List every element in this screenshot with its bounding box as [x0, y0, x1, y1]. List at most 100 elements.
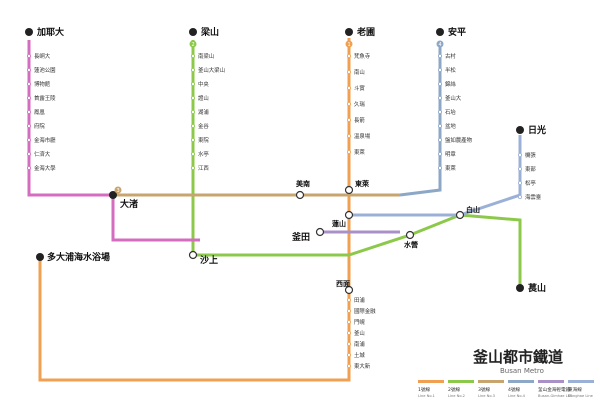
line2-station-label: 湖浦	[198, 108, 209, 116]
gimhae-station-label: 金海大學	[34, 164, 56, 172]
line4-station-dot[interactable]	[437, 124, 442, 129]
station-minam[interactable]: 美南	[295, 179, 310, 200]
gimhae-station-label: 蓮池公園	[34, 66, 56, 74]
line2-station-dot[interactable]	[190, 96, 195, 101]
line1-station-dot[interactable]	[346, 102, 351, 107]
line1-station-dot[interactable]	[346, 118, 351, 123]
line4-station-dot[interactable]	[437, 68, 442, 73]
terminal-dadaepo[interactable]: 多大浦海水浴場	[36, 251, 110, 263]
station-seomyeon[interactable]: 西面	[336, 280, 354, 295]
terminal-nopo[interactable]: 老圃	[345, 26, 375, 38]
svg-text:2: 2	[192, 42, 195, 48]
gimhae-station-dot[interactable]	[26, 82, 31, 87]
terminal-anpyeong[interactable]: 安平	[436, 26, 466, 38]
terminal-iljwang[interactable]: 日光	[516, 124, 546, 136]
line4-station-dot[interactable]	[437, 151, 442, 156]
line1-station-dot[interactable]	[346, 297, 351, 302]
line1-station-dot[interactable]	[346, 86, 351, 91]
station-busan[interactable]: 釜田	[291, 227, 325, 244]
station-sasang[interactable]: 沙上	[188, 250, 219, 267]
legend-label: 1號線	[418, 386, 431, 393]
terminal-jangsan-label: 萇山	[528, 282, 546, 294]
terminal-jangsan[interactable]: 萇山	[516, 282, 546, 294]
line2-station-dot[interactable]	[190, 82, 195, 87]
line1-station-dot[interactable]	[346, 363, 351, 368]
gimhae-station-dot[interactable]	[26, 151, 31, 156]
line4-station-label: 盤如農產物	[445, 136, 473, 144]
donghae-station-dot[interactable]	[518, 152, 523, 157]
line4-station-dot[interactable]	[437, 96, 442, 101]
donghae-station-dot[interactable]	[518, 194, 523, 199]
station-baeksan[interactable]: 白山	[455, 205, 481, 220]
line2-station-label: 金谷	[198, 122, 209, 130]
line2-station-label: 東院	[198, 136, 209, 144]
terminal-iljwang-label: 日光	[528, 124, 546, 136]
line1-station-dot[interactable]	[346, 149, 351, 154]
terminal-yangsan[interactable]: 梁山	[189, 26, 219, 38]
line4-station-label: 明章	[445, 150, 456, 158]
line1-station-label: 東大新	[354, 362, 371, 370]
line2-station-dot[interactable]	[190, 151, 195, 156]
line4-station-dot[interactable]	[437, 54, 442, 59]
line1-station-dot[interactable]	[346, 308, 351, 313]
gimhae-station-label: 鳳凰	[34, 109, 45, 116]
legend-swatch	[508, 380, 534, 383]
line2-station-dot[interactable]	[190, 137, 195, 142]
line1-station-label: 門峴	[354, 318, 365, 326]
gimhae-station-dot[interactable]	[26, 110, 31, 115]
line1-station-label: 南山	[354, 68, 365, 76]
line4-station-dot[interactable]	[437, 137, 442, 142]
legend-label-en: Busan-Gimhae LRT	[538, 394, 573, 398]
terminal-daejeo-label: 大渚	[120, 198, 138, 210]
donghae-station-dot[interactable]	[518, 180, 523, 185]
gimhae-station-label: 金海市廳	[34, 136, 56, 144]
station-dongnae[interactable]: 東萊	[344, 179, 370, 195]
line1-station-dot[interactable]	[346, 54, 351, 59]
line4-station-label: 半松	[445, 66, 456, 74]
gimhae-station-dot[interactable]	[26, 165, 31, 170]
legend-label-en: Donghae Line	[568, 394, 594, 398]
station-yeonsan[interactable]: 蓮山	[332, 210, 354, 229]
line4-station-dot[interactable]	[437, 82, 442, 87]
donghae-station-dot[interactable]	[518, 166, 523, 171]
line2-station-dot[interactable]	[190, 124, 195, 129]
gimhae-station-label: 博物館	[34, 80, 50, 88]
svg-text:3: 3	[117, 188, 120, 194]
line1-station-dot[interactable]	[346, 341, 351, 346]
station-suyeong[interactable]: 水營	[404, 230, 418, 250]
line1-station-dot[interactable]	[346, 330, 351, 335]
terminal-daejeo[interactable]: 大渚	[109, 191, 138, 210]
legend-label-en: Line No.4	[508, 394, 526, 398]
line2-station-dot[interactable]	[190, 68, 195, 73]
gimhae-station-dot[interactable]	[26, 54, 31, 59]
line4-station-label: 石坮	[445, 108, 456, 116]
line1-station-dot[interactable]	[346, 133, 351, 138]
gimhae-station-dot[interactable]	[26, 68, 31, 73]
terminal-gaya[interactable]: 加耶大	[25, 26, 64, 38]
line1-station-dot[interactable]	[346, 352, 351, 357]
line2-station-label: 水亭	[198, 150, 209, 158]
line4-station-dot[interactable]	[437, 110, 442, 115]
gimhae-station-dot[interactable]	[26, 124, 31, 129]
station-minam-label: 美南	[296, 179, 310, 188]
legend-swatch	[448, 380, 474, 383]
line2-station-dot[interactable]	[190, 110, 195, 115]
line2-station-dot[interactable]	[190, 54, 195, 59]
gimhae-station-dot[interactable]	[26, 96, 31, 101]
line1-station-label: 東萊	[354, 148, 365, 156]
legend-label: 3號線	[478, 386, 491, 393]
gimhae-station-dot[interactable]	[26, 137, 31, 142]
station-dongnae-label: 東萊	[355, 179, 370, 188]
line2-station-label: 中央	[198, 80, 209, 88]
line1-station-dot[interactable]	[346, 70, 351, 75]
line1-station-label: 國際金融	[354, 307, 376, 315]
line4-station-dot[interactable]	[437, 165, 442, 170]
legend-label: 2號線	[448, 386, 461, 393]
legend-label: 4號線	[508, 386, 521, 393]
line1-station-label: 斗實	[354, 84, 365, 92]
line2-station-dot[interactable]	[190, 165, 195, 170]
map-subtitle: Busan Metro	[500, 367, 544, 375]
line1-station-dot[interactable]	[346, 319, 351, 324]
